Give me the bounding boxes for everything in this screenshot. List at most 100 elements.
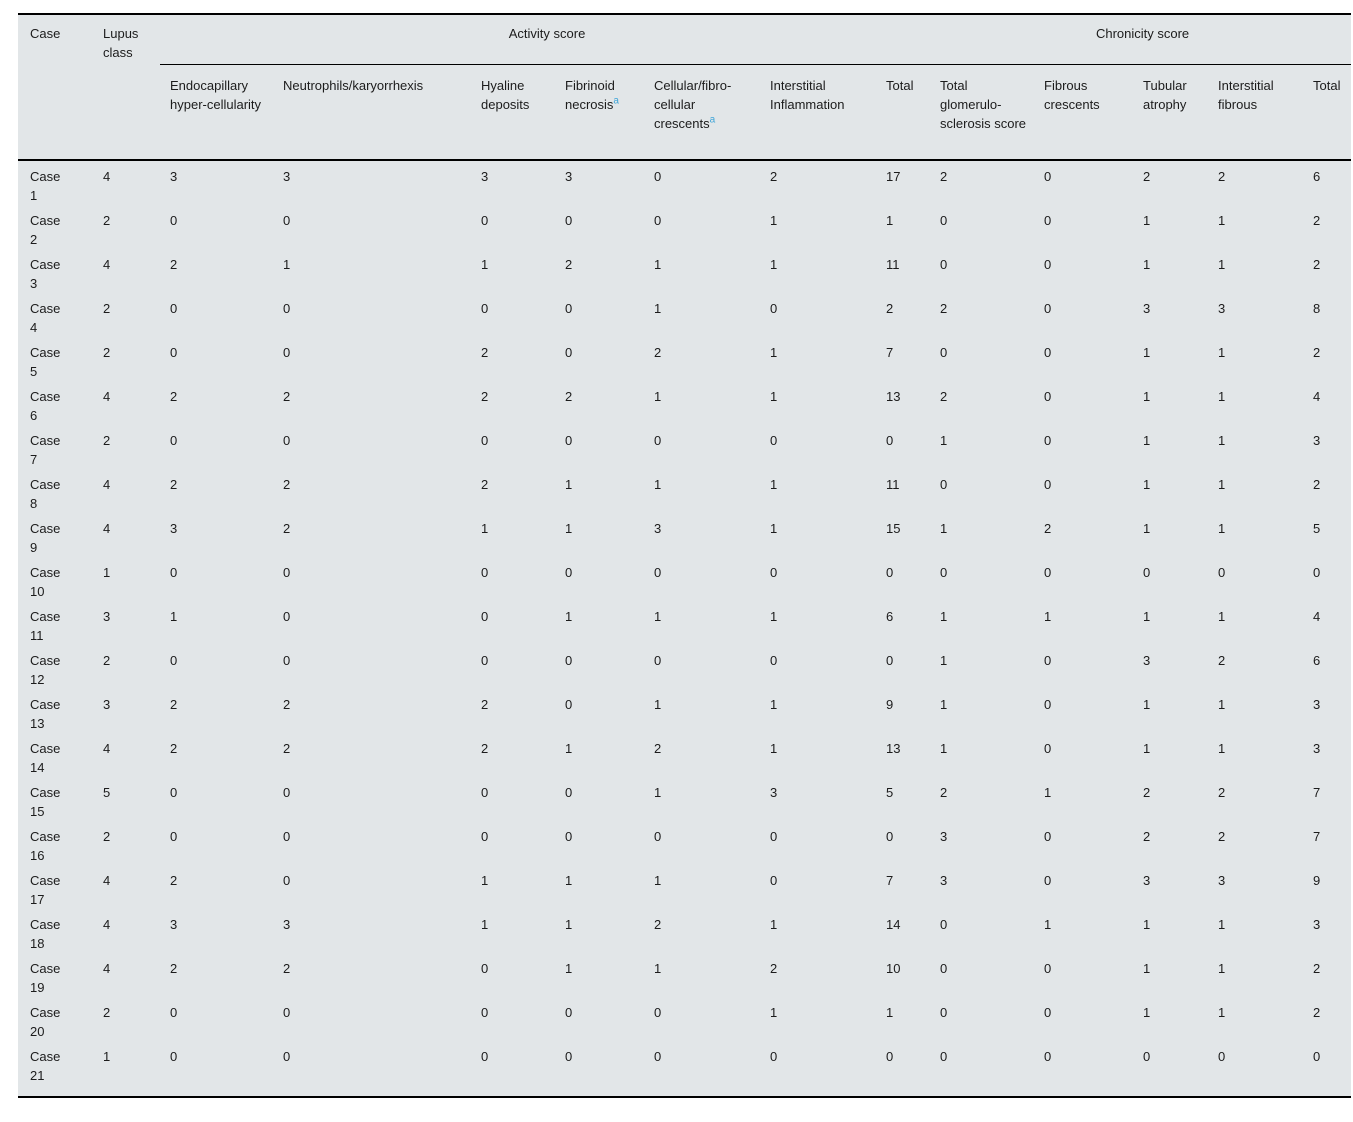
- col-header-label: Total: [1313, 77, 1341, 93]
- lupus-class-cell: 4: [103, 389, 111, 404]
- col-header-label: Hyaline deposits: [481, 77, 530, 112]
- score-cell: 1: [940, 697, 948, 712]
- score-cell: 1: [1218, 477, 1226, 492]
- score-cell: 1: [1143, 961, 1151, 976]
- score-cell: 0: [940, 477, 948, 492]
- score-cell: 1: [1143, 345, 1151, 360]
- col-header-interstitial-inflammation: Interstitial Inflammation: [760, 64, 876, 160]
- score-cell: 3: [1143, 653, 1151, 668]
- score-cell: 3: [770, 785, 778, 800]
- score-cell: 2: [1313, 257, 1321, 272]
- score-cell: 0: [170, 1049, 178, 1064]
- col-header-neutrophils: Neutrophils/karyorrhexis: [273, 64, 471, 160]
- score-cell: 0: [1044, 389, 1052, 404]
- score-cell: 1: [481, 521, 489, 536]
- score-cell: 0: [1044, 477, 1052, 492]
- score-cell: 1: [1218, 213, 1226, 228]
- score-cell: 0: [170, 829, 178, 844]
- score-cell: 1: [481, 257, 489, 272]
- table-row: Case 9 4 3 2 1 1 3 1 15 1 2 1 1 5: [18, 513, 1351, 557]
- table-row: Case 7 2 0 0 0 0 0 0 0 1 0 1 1 3: [18, 425, 1351, 469]
- score-cell: 0: [940, 345, 948, 360]
- table-row: Case 18 4 3 3 1 1 2 1 14 0 1 1 1 3: [18, 909, 1351, 953]
- col-header-label: Total glomerulo-sclerosis score: [940, 77, 1027, 131]
- case-cell: Case 10: [30, 565, 61, 599]
- case-cell: Case 11: [30, 609, 61, 643]
- score-cell: 2: [654, 741, 662, 756]
- lupus-class-cell: 4: [103, 917, 111, 932]
- lupus-class-cell: 1: [103, 565, 111, 580]
- score-cell: 1: [940, 521, 948, 536]
- score-cell: 0: [770, 1049, 778, 1064]
- score-cell: 1: [1143, 609, 1151, 624]
- score-cell: 2: [481, 477, 489, 492]
- score-cell: 0: [283, 785, 291, 800]
- col-header-glomerulosclerosis: Total glomerulo-sclerosis score: [930, 64, 1034, 160]
- col-header-interstitial-fibrous: Interstitial fibrous: [1208, 64, 1303, 160]
- lupus-class-cell: 1: [103, 1049, 111, 1064]
- score-cell: 1: [1143, 257, 1151, 272]
- col-header-hyaline-deposits: Hyaline deposits: [471, 64, 555, 160]
- score-cell: 1: [1143, 917, 1151, 932]
- score-cell: 0: [940, 565, 948, 580]
- col-header-fibrinoid-necrosis: Fibrinoid necrosisa: [555, 64, 644, 160]
- score-cell: 0: [170, 565, 178, 580]
- score-cell: 2: [1313, 345, 1321, 360]
- table-row: Case 16 2 0 0 0 0 0 0 0 3 0 2 2 7: [18, 821, 1351, 865]
- lupus-class-cell: 4: [103, 169, 111, 184]
- score-cell: 2: [170, 389, 178, 404]
- score-cell: 1: [1218, 609, 1226, 624]
- group-header-activity-score: Activity score: [160, 14, 931, 65]
- score-cell: 1: [940, 433, 948, 448]
- score-cell: 0: [940, 257, 948, 272]
- score-cell: 0: [565, 653, 573, 668]
- score-cell: 0: [770, 653, 778, 668]
- score-cell: 7: [886, 345, 894, 360]
- case-cell: Case 1: [30, 169, 61, 203]
- lupus-class-cell: 2: [103, 653, 111, 668]
- score-cell: 7: [1313, 829, 1321, 844]
- score-cell: 2: [170, 697, 178, 712]
- score-cell: 0: [283, 213, 291, 228]
- score-cell: 0: [1044, 169, 1052, 184]
- score-cell: 0: [940, 1005, 948, 1020]
- case-cell: Case 6: [30, 389, 61, 423]
- score-cell: 4: [1313, 389, 1321, 404]
- score-cell: 2: [565, 389, 573, 404]
- score-cell: 0: [1044, 257, 1052, 272]
- score-cell: 3: [565, 169, 573, 184]
- table-row: Case 19 4 2 2 0 1 1 2 10 0 0 1 1 2: [18, 953, 1351, 997]
- score-cell: 0: [283, 301, 291, 316]
- score-cell: 1: [1143, 521, 1151, 536]
- score-cell: 0: [1044, 829, 1052, 844]
- score-cell: 1: [654, 301, 662, 316]
- score-cell: 2: [654, 345, 662, 360]
- score-cell: 2: [886, 301, 894, 316]
- lupus-class-cell: 4: [103, 873, 111, 888]
- score-cell: 2: [654, 917, 662, 932]
- score-cell: 2: [481, 345, 489, 360]
- score-cell: 2: [940, 169, 948, 184]
- score-cell: 1: [1218, 345, 1226, 360]
- score-cell: 1: [886, 213, 894, 228]
- table-body: Case 1 4 3 3 3 3 0 2 17 2 0 2 2 6 Case 2 2 0 0 0 0 0 1 1 0 0 1 1 2 Cas…: [18, 160, 1351, 1097]
- score-cell: 1: [170, 609, 178, 624]
- score-cell: 10: [886, 961, 901, 976]
- score-cell: 1: [1044, 609, 1052, 624]
- score-cell: 1: [1218, 433, 1226, 448]
- score-cell: 0: [886, 653, 894, 668]
- score-cell: 2: [940, 389, 948, 404]
- col-header-chronicity-total: Total: [1303, 64, 1351, 160]
- case-cell: Case 16: [30, 829, 61, 863]
- score-cell: 9: [886, 697, 894, 712]
- score-cell: 7: [1313, 785, 1321, 800]
- score-cell: 1: [654, 389, 662, 404]
- score-cell: 1: [770, 741, 778, 756]
- score-cell: 2: [283, 741, 291, 756]
- score-cell: 1: [770, 345, 778, 360]
- table-row: Case 13 3 2 2 2 0 1 1 9 1 0 1 1 3: [18, 689, 1351, 733]
- score-cell: 5: [1313, 521, 1321, 536]
- score-cell: 2: [170, 477, 178, 492]
- score-cell: 0: [565, 565, 573, 580]
- score-cell: 1: [654, 609, 662, 624]
